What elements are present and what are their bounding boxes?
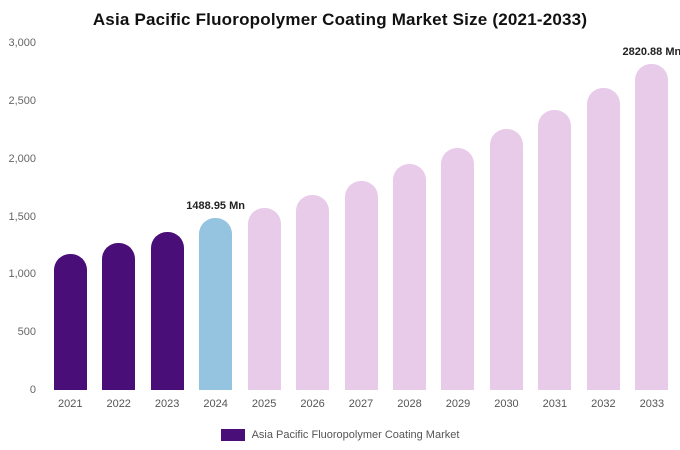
bar-column-2029: 2029 [434, 43, 482, 410]
bar-column-2032: 2032 [579, 43, 627, 410]
bar-2033[interactable] [635, 63, 669, 390]
value-label-2033: 2820.88 Mn [622, 45, 680, 58]
bar-column-2025: 2025 [240, 43, 288, 410]
y-tick-3000: 3,000 [8, 37, 36, 49]
x-tick-2032: 2032 [591, 398, 616, 410]
x-tick-2031: 2031 [542, 398, 568, 410]
x-tick-2024: 2024 [203, 398, 228, 410]
x-tick-2027: 2027 [348, 398, 374, 410]
bar-2026[interactable] [296, 194, 330, 390]
bar-column-2030: 2030 [482, 43, 530, 410]
chart-title: Asia Pacific Fluoropolymer Coating Marke… [92, 10, 588, 29]
legend-swatch [220, 429, 245, 441]
y-tick-1500: 1,500 [8, 210, 36, 223]
bar-2028[interactable] [393, 164, 427, 390]
x-tick-2025: 2025 [251, 398, 277, 410]
y-tick-1000: 1,000 [8, 268, 36, 281]
x-tick-2023: 2023 [154, 398, 180, 410]
y-tick-0: 0 [29, 384, 36, 396]
bar-2030[interactable] [489, 129, 523, 390]
bar-column-2033: 2820.88 Mn 2033 [623, 43, 680, 410]
bar-column-2023: 2023 [143, 43, 191, 410]
y-tick-2000: 2,000 [8, 152, 36, 165]
bar-column-2031: 2031 [531, 43, 579, 410]
bar-column-2024: 1488.95 Mn 2024 [186, 43, 245, 410]
bar-2023[interactable] [150, 232, 184, 390]
bar-2022[interactable] [102, 242, 136, 390]
x-tick-2022: 2022 [106, 398, 131, 410]
bar-2024[interactable] [199, 217, 233, 390]
bar-column-2022: 2022 [94, 43, 142, 410]
bar-column-2021: 2021 [46, 43, 94, 410]
bar-2021[interactable] [53, 253, 87, 390]
bars-group: 2021 2022 2023 1488.95 Mn 2024 2025 2026 2027 20… [46, 43, 680, 410]
x-tick-2029: 2029 [445, 398, 471, 410]
x-tick-2033: 2033 [639, 398, 665, 410]
bar-2025[interactable] [247, 207, 281, 390]
legend-label: Asia Pacific Fluoropolymer Coating Marke… [251, 429, 460, 441]
value-label-2024: 1488.95 Mn [186, 199, 245, 212]
bar-2029[interactable] [441, 147, 475, 390]
bar-column-2027: 2027 [337, 43, 385, 410]
bar-2031[interactable] [538, 110, 572, 390]
bar-2027[interactable] [344, 180, 378, 390]
legend-item[interactable]: Asia Pacific Fluoropolymer Coating Marke… [0, 429, 680, 441]
y-axis: 0 500 1,000 1,500 2,000 2,500 3,000 [0, 37, 40, 396]
plot-area: 2021 2022 2023 1488.95 Mn 2024 2025 2026 2027 20… [46, 43, 680, 410]
bar-column-2026: 2026 [288, 43, 336, 410]
y-tick-2500: 2,500 [8, 94, 36, 107]
x-tick-2026: 2026 [300, 398, 325, 410]
x-tick-2021: 2021 [57, 398, 83, 410]
x-tick-2030: 2030 [494, 398, 519, 410]
x-tick-2028: 2028 [397, 398, 422, 410]
y-tick-500: 500 [17, 326, 36, 339]
bar-2032[interactable] [586, 88, 620, 390]
bar-column-2028: 2028 [385, 43, 433, 410]
